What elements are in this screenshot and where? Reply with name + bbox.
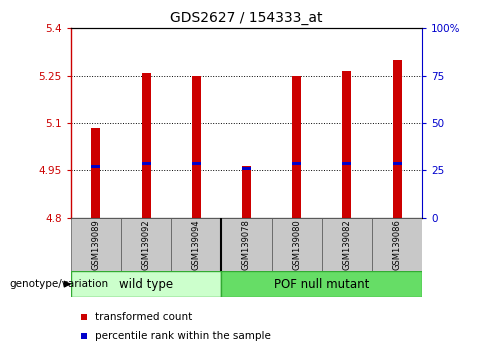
Bar [242,167,251,170]
Text: GSM139078: GSM139078 [242,219,251,270]
Text: GSM139080: GSM139080 [292,219,301,270]
Bar [91,128,101,218]
Bar [171,218,222,271]
Bar [342,162,351,165]
Bar [292,162,301,165]
Bar [372,218,422,271]
Text: POF null mutant: POF null mutant [274,278,369,291]
Text: wild type: wild type [119,278,173,291]
Bar [192,76,201,218]
Bar [142,73,151,218]
Bar [71,218,121,271]
Text: genotype/variation: genotype/variation [10,279,109,289]
Bar [242,166,251,218]
Bar [222,218,271,271]
Bar [392,162,402,165]
Bar [222,271,422,297]
Title: GDS2627 / 154333_at: GDS2627 / 154333_at [170,11,323,24]
Bar [121,218,171,271]
Text: GSM139089: GSM139089 [91,219,101,270]
Bar [271,218,322,271]
Text: GSM139092: GSM139092 [142,219,151,270]
Bar [392,60,402,218]
Bar [192,162,201,165]
Bar [71,271,222,297]
Bar [142,161,151,165]
Bar [322,218,372,271]
Text: GSM139082: GSM139082 [342,219,351,270]
Text: GSM139094: GSM139094 [192,219,201,270]
Bar [292,76,301,218]
Text: percentile rank within the sample: percentile rank within the sample [95,331,271,341]
Bar [91,165,101,168]
Bar [342,71,351,218]
Text: GSM139086: GSM139086 [392,219,402,270]
Text: transformed count: transformed count [95,312,192,322]
